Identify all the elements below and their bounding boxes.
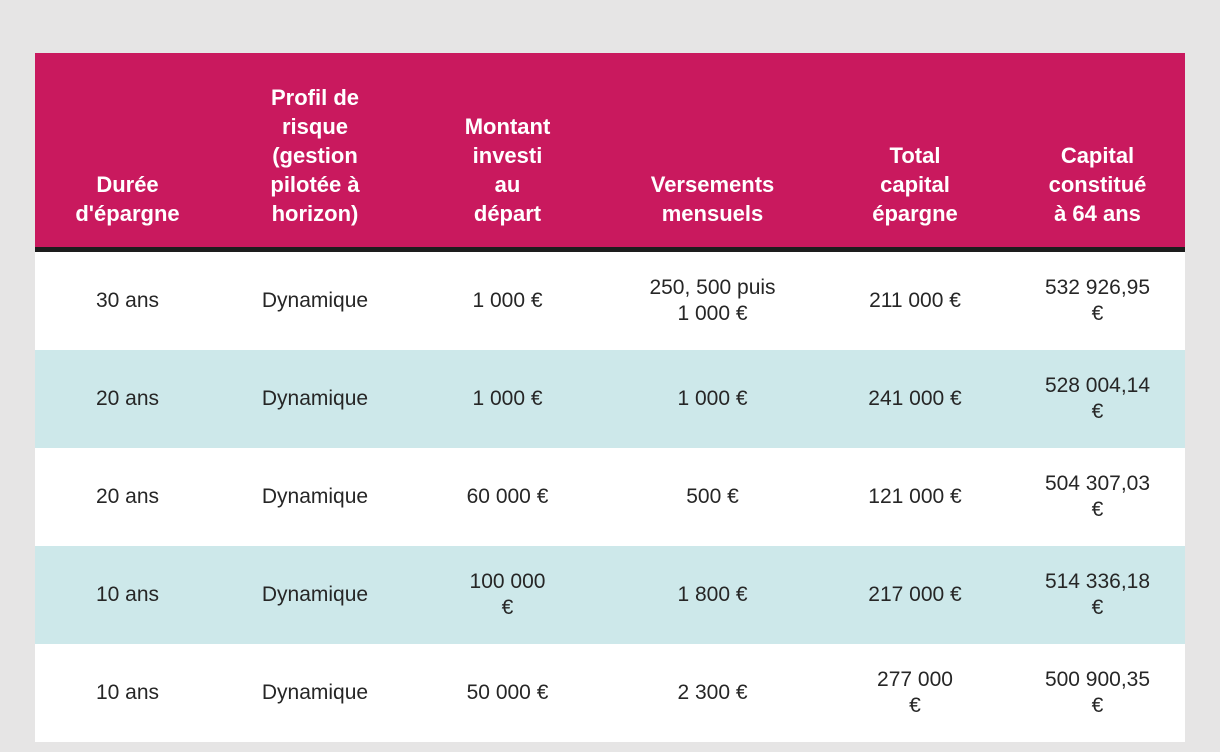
table-cell: Dynamique: [261, 485, 369, 509]
table-cell: 528 004,14 €: [1044, 373, 1151, 424]
table-cell: Dynamique: [261, 289, 369, 313]
table-row: 10 ans Dynamique 100 000 € 1 800 € 217 0…: [35, 546, 1185, 645]
savings-table-container: Durée d'épargne Profil de risque (gestio…: [35, 53, 1185, 743]
table-cell: 250, 500 puis 1 000 €: [649, 275, 776, 326]
table-cell: 100 000 €: [469, 569, 546, 620]
table-cell: 60 000 €: [466, 485, 549, 509]
table-cell: 1 000 €: [677, 387, 748, 411]
table-cell: 10 ans: [95, 681, 160, 705]
table-row: 20 ans Dynamique 1 000 € 1 000 € 241 000…: [35, 350, 1185, 449]
header-cell-versements: Versements mensuels: [605, 53, 820, 253]
table-cell: Dynamique: [261, 583, 369, 607]
table-cell: 1 000 €: [472, 387, 543, 411]
table-cell: 20 ans: [95, 485, 160, 509]
table-cell: 277 000 €: [877, 667, 953, 718]
header-cell-total: Total capital épargne: [820, 53, 1010, 253]
table-cell: 500 900,35 €: [1044, 667, 1151, 718]
table-cell: 504 307,03 €: [1044, 471, 1151, 522]
table-cell: Dynamique: [261, 387, 369, 411]
table-header: Durée d'épargne Profil de risque (gestio…: [35, 53, 1185, 253]
header-row: Durée d'épargne Profil de risque (gestio…: [35, 53, 1185, 253]
table-body: 30 ans Dynamique 1 000 € 250, 500 puis 1…: [35, 249, 1185, 743]
table-cell: 500 €: [686, 485, 739, 509]
table-cell: 2 300 €: [677, 681, 748, 705]
table-row: 20 ans Dynamique 60 000 € 500 € 121 000 …: [35, 448, 1185, 547]
table-cell: Dynamique: [261, 681, 369, 705]
header-cell-duree: Durée d'épargne: [35, 53, 220, 253]
table-cell: 241 000 €: [868, 387, 962, 411]
table-cell: 10 ans: [95, 583, 160, 607]
header-cell-profil: Profil de risque (gestion pilotée à hori…: [220, 53, 410, 253]
table-row: 10 ans Dynamique 50 000 € 2 300 € 277 00…: [35, 644, 1185, 743]
header-cell-montant: Montant investi au départ: [410, 53, 605, 253]
table-cell: 532 926,95 €: [1044, 275, 1151, 326]
table-cell: 50 000 €: [466, 681, 549, 705]
table-cell: 30 ans: [95, 289, 160, 313]
table-cell: 121 000 €: [868, 485, 962, 509]
savings-table: Durée d'épargne Profil de risque (gestio…: [35, 53, 1185, 743]
table-cell: 20 ans: [95, 387, 160, 411]
table-cell: 217 000 €: [868, 583, 962, 607]
table-cell: 1 800 €: [677, 583, 748, 607]
table-cell: 1 000 €: [472, 289, 543, 313]
table-cell: 211 000 €: [869, 289, 961, 313]
table-row: 30 ans Dynamique 1 000 € 250, 500 puis 1…: [35, 249, 1185, 351]
table-cell: 514 336,18 €: [1044, 569, 1151, 620]
header-cell-capital: Capital constitué à 64 ans: [1010, 53, 1185, 253]
